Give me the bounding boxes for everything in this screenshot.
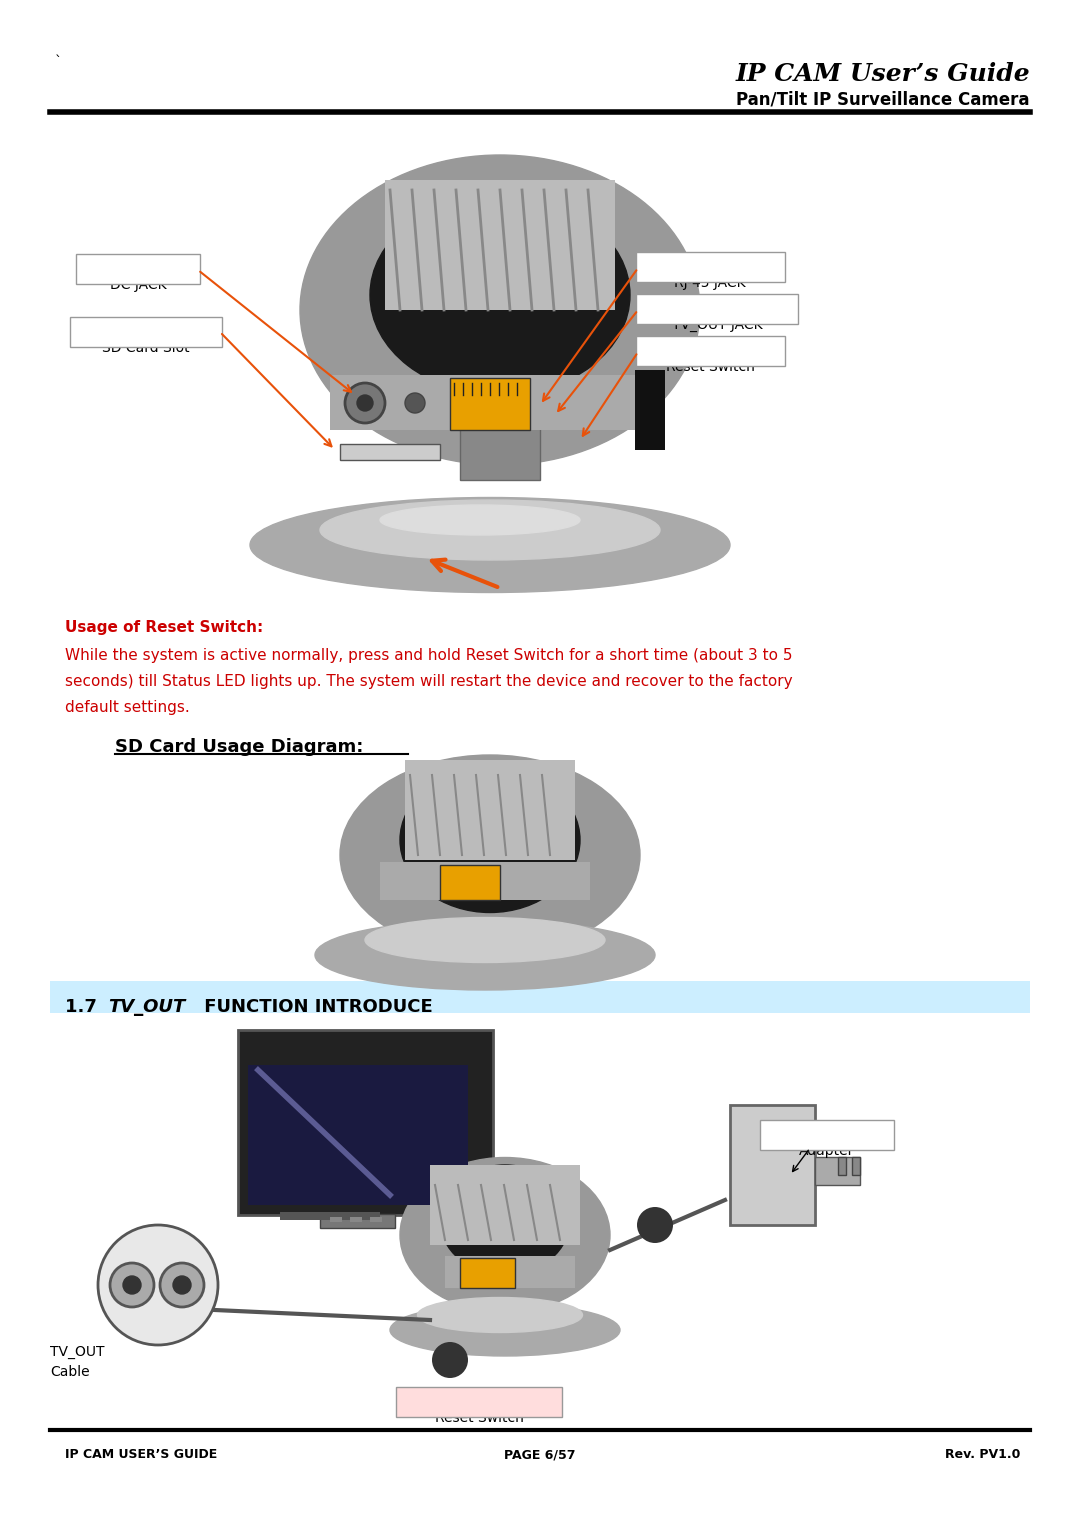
Bar [440,864,500,899]
Text: 2: 2 [650,1219,660,1234]
Ellipse shape [390,1304,620,1356]
Text: default settings.: default settings. [65,699,190,715]
Text: Audio: Audio [117,1310,147,1319]
Text: SD Card Usage Diagram:: SD Card Usage Diagram: [114,738,363,756]
Bar [460,1258,515,1287]
Text: TV_OUT: TV_OUT [108,999,186,1015]
Ellipse shape [418,1298,582,1333]
Bar [320,1214,395,1228]
Text: RJ-45 JACK: RJ-45 JACK [674,276,746,290]
FancyBboxPatch shape [636,252,785,282]
Ellipse shape [370,195,630,395]
Bar [838,1157,846,1174]
Bar [405,760,575,860]
Text: PAGE 6/57: PAGE 6/57 [504,1448,576,1461]
Ellipse shape [400,1157,610,1313]
Text: `: ` [55,55,62,69]
Bar [384,180,615,310]
Text: Usage of Reset Switch:: Usage of Reset Switch: [65,620,264,635]
Bar [238,1031,492,1215]
Bar [450,379,530,431]
Text: Adapter: Adapter [799,1144,854,1157]
Bar [50,980,1030,1012]
Bar [380,863,590,899]
FancyBboxPatch shape [76,253,200,284]
FancyArrowPatch shape [543,270,636,402]
Circle shape [432,1342,468,1377]
FancyArrowPatch shape [200,272,351,392]
Text: DC JACK: DC JACK [110,278,166,292]
Ellipse shape [440,1165,570,1275]
Bar [635,370,665,450]
Text: seconds) till Status LED lights up. The system will restart the device and recov: seconds) till Status LED lights up. The … [65,673,793,689]
Bar [730,1106,815,1225]
Circle shape [160,1263,204,1307]
FancyArrowPatch shape [558,312,636,411]
FancyBboxPatch shape [636,336,785,366]
Bar [330,376,640,431]
Ellipse shape [400,768,580,913]
Bar [280,1212,380,1220]
Bar [460,425,540,479]
Text: Reset Switch: Reset Switch [665,360,755,374]
Text: IP CAM USER’S GUIDE: IP CAM USER’S GUIDE [65,1448,217,1461]
Text: TV_OUT: TV_OUT [50,1345,105,1359]
Text: FUNCTION INTRODUCE: FUNCTION INTRODUCE [198,999,433,1015]
Ellipse shape [380,505,580,534]
Text: SD Card Slot: SD Card Slot [103,341,190,354]
Circle shape [98,1225,218,1345]
Circle shape [357,395,373,411]
FancyArrowPatch shape [432,559,498,586]
FancyBboxPatch shape [396,1387,562,1417]
Text: TV_OUT JACK: TV_OUT JACK [672,318,762,331]
Ellipse shape [249,498,730,592]
Circle shape [110,1263,154,1307]
Circle shape [405,392,426,412]
Text: 1.7: 1.7 [65,999,109,1015]
Text: While the system is active normally, press and hold Reset Switch for a short tim: While the system is active normally, pre… [65,647,793,663]
Ellipse shape [315,919,654,989]
Text: 1: 1 [445,1354,456,1370]
Circle shape [345,383,384,423]
Text: Pan/Tilt IP Surveillance Camera: Pan/Tilt IP Surveillance Camera [737,90,1030,108]
Ellipse shape [365,918,605,962]
FancyArrowPatch shape [793,1150,808,1171]
FancyArrowPatch shape [221,334,332,446]
FancyBboxPatch shape [760,1119,894,1150]
Circle shape [173,1277,191,1293]
Bar [815,1157,860,1185]
Text: IP CAM User’s Guide: IP CAM User’s Guide [735,63,1030,86]
FancyArrowPatch shape [583,354,636,435]
Text: Cable: Cable [50,1365,90,1379]
Ellipse shape [340,754,640,954]
Bar [370,1217,382,1222]
Text: Video: Video [167,1310,197,1319]
Ellipse shape [320,499,660,560]
Bar [340,444,440,460]
FancyBboxPatch shape [70,318,222,347]
Bar [445,1257,575,1287]
Text: Rev. PV1.0: Rev. PV1.0 [945,1448,1020,1461]
Ellipse shape [300,156,700,466]
Circle shape [637,1206,673,1243]
Bar [248,1064,468,1205]
Bar [350,1217,362,1222]
Bar [330,1217,342,1222]
Bar [852,1157,860,1174]
Text: Reset Switch: Reset Switch [434,1411,524,1425]
FancyBboxPatch shape [636,295,798,324]
Circle shape [123,1277,141,1293]
Bar [430,1165,580,1245]
